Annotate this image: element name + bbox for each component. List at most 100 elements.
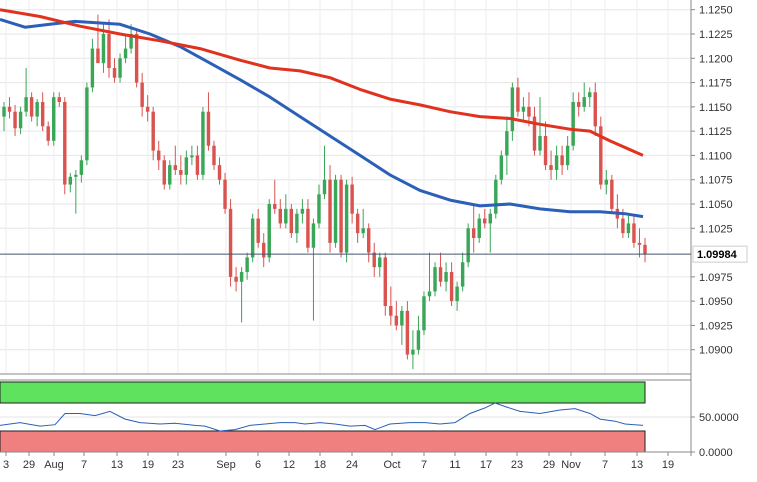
candle-body <box>560 155 564 166</box>
moving-averages <box>0 8 644 219</box>
candle-body <box>101 34 106 64</box>
candle <box>350 176 354 224</box>
candle <box>637 228 642 258</box>
candle-body <box>422 296 426 331</box>
overbought-band <box>0 381 646 404</box>
candle-body <box>306 208 310 248</box>
candle-body <box>333 179 338 243</box>
candle-body <box>145 106 150 112</box>
candle <box>168 160 172 190</box>
candle-body <box>317 194 321 224</box>
candle-body <box>40 102 45 127</box>
candle-body <box>29 97 34 117</box>
candle-body <box>582 97 586 107</box>
candle-body <box>151 111 155 151</box>
candle-body <box>245 257 249 272</box>
candle <box>74 170 78 214</box>
candle-body <box>262 242 266 258</box>
candle <box>355 208 360 243</box>
candle-body <box>217 165 222 180</box>
candle <box>195 145 200 180</box>
x-tick-label: 19 <box>142 459 154 471</box>
y-axis-ticks: 1.1250 1.1225 1.1200 1.1175 1.1150 1.1125 1.11… <box>691 5 733 357</box>
candle-body <box>350 184 354 214</box>
candle <box>538 97 542 156</box>
candle <box>604 170 609 195</box>
x-tick-label: 17 <box>480 459 492 471</box>
candle-body <box>543 136 548 166</box>
x-tick-label: 29 <box>23 459 35 471</box>
candle <box>477 213 481 243</box>
candle <box>18 106 23 135</box>
candle-body <box>344 184 349 253</box>
y-tick-label: 1.0950 <box>699 296 733 308</box>
current-price-label: 1.09984 <box>697 249 738 261</box>
candle <box>455 281 459 311</box>
candle-body <box>593 92 597 127</box>
x-tick-label: 23 <box>511 459 523 471</box>
candle <box>499 150 504 185</box>
candle-body <box>455 286 459 302</box>
candle-body <box>112 68 117 78</box>
y-tick-label: 1.1175 <box>699 78 732 90</box>
candle <box>516 77 520 117</box>
candle-body <box>118 58 122 78</box>
candle-body <box>184 157 189 175</box>
candle-body <box>516 87 520 112</box>
candle-body <box>195 155 200 175</box>
candle-body <box>604 179 609 185</box>
candle <box>317 184 321 229</box>
candle-body <box>234 276 238 282</box>
candle-body <box>637 242 642 245</box>
y-tick-label: 1.1050 <box>699 199 733 211</box>
candle-body <box>13 111 17 129</box>
candle <box>449 262 454 306</box>
y-tick-label: 1.1150 <box>699 102 732 114</box>
candle-body <box>527 106 531 117</box>
candle <box>588 87 592 107</box>
candle-body <box>129 34 133 49</box>
candle-body <box>267 204 271 258</box>
y-tick-label: 1.0900 <box>699 345 733 357</box>
candle <box>68 172 73 193</box>
candle-body <box>626 223 631 234</box>
y-tick-label: 1.0975 <box>699 272 733 284</box>
candle-body <box>239 272 244 282</box>
candle <box>262 233 266 268</box>
current-price-box <box>692 245 748 263</box>
candle-body <box>416 330 421 350</box>
candle-body <box>96 48 100 64</box>
y-tick-label: 1.1200 <box>699 53 733 65</box>
candle-body <box>494 179 498 214</box>
moving-average-fast-line <box>0 17 644 219</box>
candle-body <box>565 145 570 166</box>
candle <box>483 208 487 229</box>
candle <box>494 174 498 219</box>
candle <box>632 213 636 248</box>
candle <box>35 99 39 127</box>
candle <box>7 97 12 119</box>
candle <box>400 306 404 345</box>
candle-body <box>57 97 61 102</box>
candle <box>284 194 288 229</box>
candle-body <box>250 218 255 258</box>
candle <box>112 58 117 83</box>
candle <box>206 92 211 151</box>
moving-average-slow-line <box>0 8 644 157</box>
candle <box>179 155 183 185</box>
x-tick-label: 19 <box>662 459 674 471</box>
y-tick-label: 1.0925 <box>699 320 733 332</box>
candle-body <box>123 48 128 59</box>
candle-body <box>400 310 404 326</box>
candle <box>46 121 50 146</box>
candle <box>267 199 271 263</box>
candle-body <box>90 48 95 88</box>
candle <box>488 208 492 253</box>
x-tick-label: 13 <box>111 459 123 471</box>
candle <box>101 24 106 73</box>
candle-body <box>427 291 432 297</box>
x-tick-label: Sep <box>216 459 236 471</box>
candle-body <box>300 208 305 214</box>
candle <box>554 145 559 180</box>
